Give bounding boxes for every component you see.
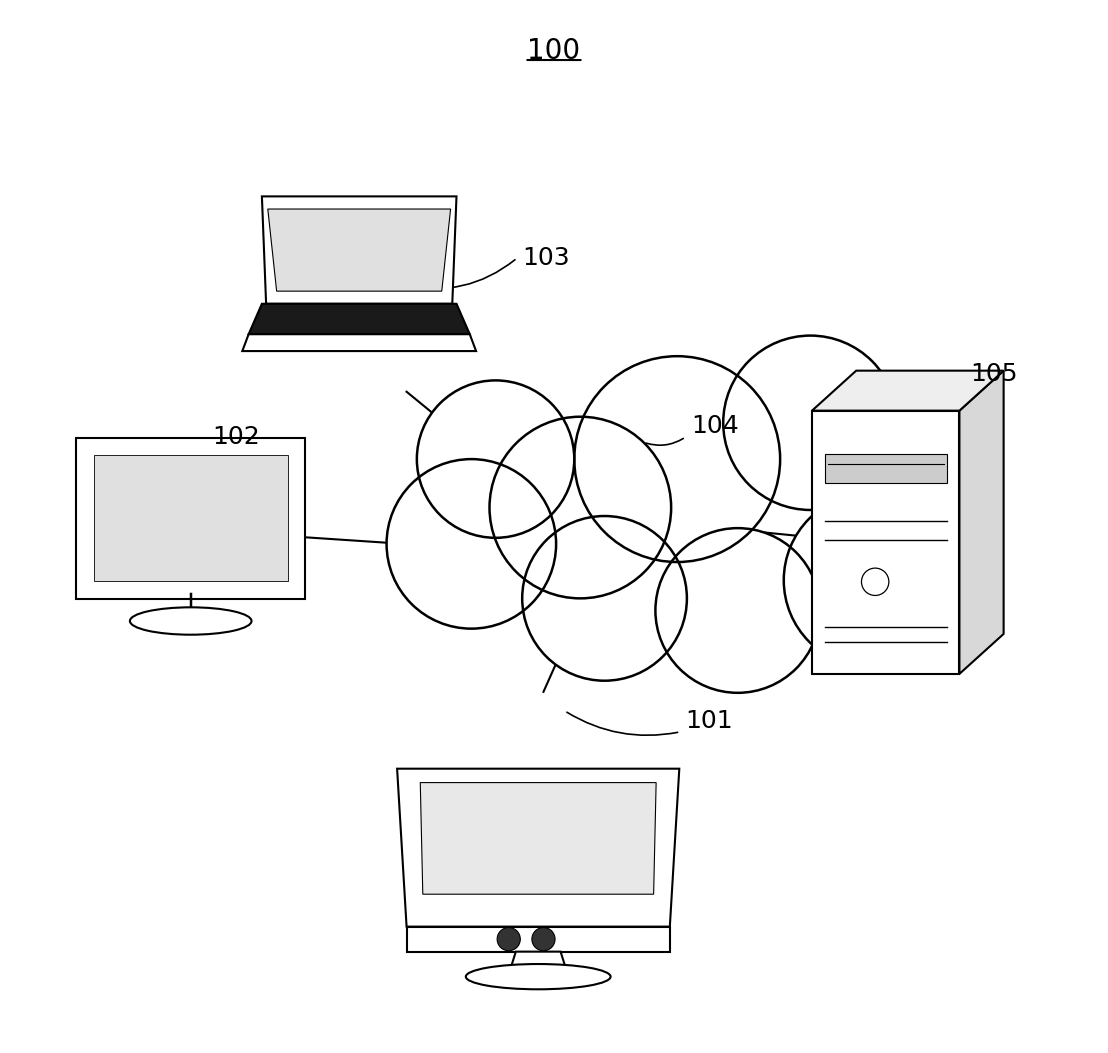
Circle shape	[387, 459, 556, 629]
Text: 103: 103	[522, 246, 570, 270]
Polygon shape	[248, 303, 470, 334]
Circle shape	[497, 928, 521, 951]
Circle shape	[783, 493, 958, 668]
Circle shape	[817, 393, 998, 574]
Text: 104: 104	[691, 415, 739, 438]
Polygon shape	[420, 782, 656, 894]
FancyBboxPatch shape	[824, 454, 946, 483]
Polygon shape	[397, 769, 679, 927]
Polygon shape	[407, 927, 670, 952]
Polygon shape	[261, 196, 456, 303]
Circle shape	[862, 568, 889, 595]
Polygon shape	[507, 952, 568, 977]
FancyBboxPatch shape	[812, 411, 960, 674]
Polygon shape	[268, 208, 451, 291]
Polygon shape	[812, 371, 1004, 411]
Circle shape	[656, 529, 820, 693]
Circle shape	[532, 928, 555, 951]
Ellipse shape	[130, 608, 252, 635]
Circle shape	[490, 417, 671, 598]
Ellipse shape	[465, 965, 611, 990]
Circle shape	[574, 356, 780, 562]
Polygon shape	[960, 371, 1004, 674]
Circle shape	[417, 380, 574, 538]
Text: 101: 101	[686, 710, 733, 733]
Circle shape	[724, 336, 897, 510]
FancyBboxPatch shape	[76, 438, 306, 598]
Circle shape	[522, 516, 687, 680]
Text: 100: 100	[527, 37, 581, 65]
FancyBboxPatch shape	[94, 456, 288, 580]
Polygon shape	[243, 334, 476, 351]
Text: 105: 105	[970, 362, 1017, 385]
Text: 102: 102	[212, 425, 259, 449]
